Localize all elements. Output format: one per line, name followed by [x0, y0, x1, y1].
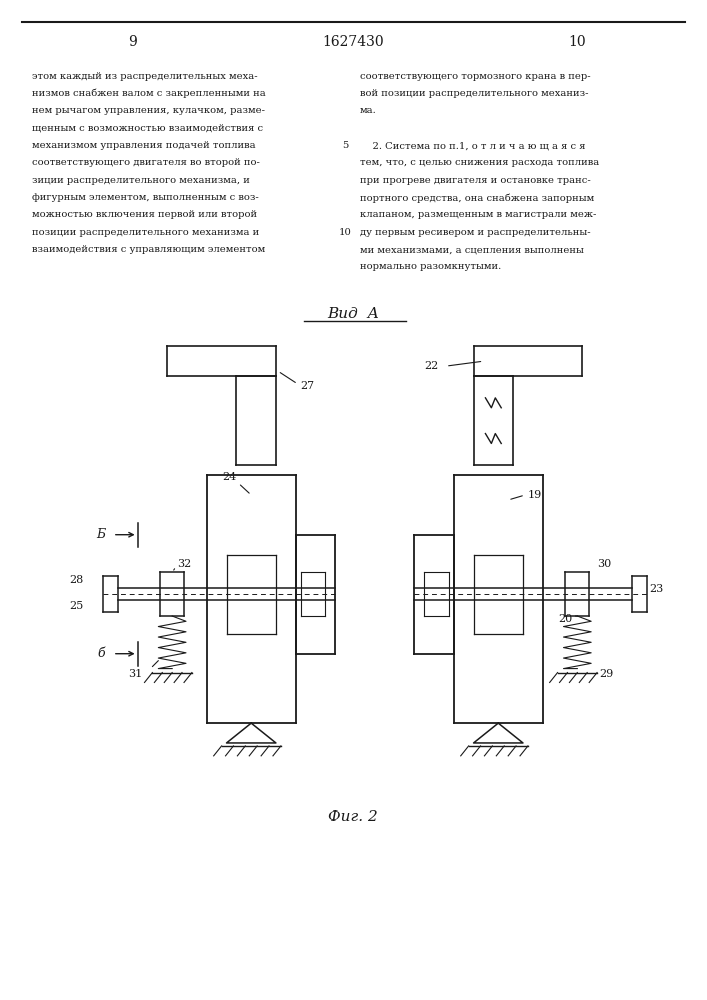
Text: 19: 19 — [528, 490, 542, 500]
Text: фигурным элементом, выполненным с воз-: фигурным элементом, выполненным с воз- — [32, 193, 259, 202]
Text: портного средства, она снабжена запорным: портного средства, она снабжена запорным — [360, 193, 594, 203]
Text: клапаном, размещенным в магистрали меж-: клапаном, размещенным в магистрали меж- — [360, 210, 596, 219]
Text: Б: Б — [96, 528, 105, 541]
Text: этом каждый из распределительных меха-: этом каждый из распределительных меха- — [32, 72, 257, 81]
Text: соответствующего двигателя во второй по-: соответствующего двигателя во второй по- — [32, 158, 259, 167]
Text: 24: 24 — [222, 472, 236, 482]
Text: соответствующего тормозного крана в пер-: соответствующего тормозного крана в пер- — [360, 72, 590, 81]
Text: 29: 29 — [599, 669, 613, 679]
Text: вой позиции распределительного механиз-: вой позиции распределительного механиз- — [360, 89, 588, 98]
Text: 28: 28 — [69, 575, 83, 585]
Text: 9: 9 — [128, 35, 137, 49]
Text: зиции распределительного механизма, и: зиции распределительного механизма, и — [32, 176, 250, 185]
Text: 31: 31 — [128, 669, 143, 679]
Text: нормально разомкнутыми.: нормально разомкнутыми. — [360, 262, 501, 271]
Text: 25: 25 — [69, 601, 83, 611]
Text: 22: 22 — [425, 361, 439, 371]
Text: 5: 5 — [342, 141, 349, 150]
Text: 2. Система по п.1, о т л и ч а ю щ а я с я: 2. Система по п.1, о т л и ч а ю щ а я с… — [360, 141, 585, 150]
Text: нем рычагом управления, кулачком, разме-: нем рычагом управления, кулачком, разме- — [32, 106, 265, 115]
Text: тем, что, с целью снижения расхода топлива: тем, что, с целью снижения расхода топли… — [360, 158, 599, 167]
Text: взаимодействия с управляющим элементом: взаимодействия с управляющим элементом — [32, 245, 265, 254]
Text: при прогреве двигателя и остановке транс-: при прогреве двигателя и остановке транс… — [360, 176, 590, 185]
Text: Фиг. 2: Фиг. 2 — [328, 810, 378, 824]
Text: низмов снабжен валом с закрепленными на: низмов снабжен валом с закрепленными на — [32, 89, 266, 98]
Text: б: б — [98, 647, 105, 660]
Text: 23: 23 — [650, 584, 664, 594]
Text: Вид  А: Вид А — [327, 307, 379, 321]
Text: 10: 10 — [339, 228, 351, 237]
Text: 32: 32 — [177, 559, 192, 569]
Text: 27: 27 — [300, 381, 315, 391]
Text: позиции распределительного механизма и: позиции распределительного механизма и — [32, 228, 259, 237]
Text: механизмом управления подачей топлива: механизмом управления подачей топлива — [32, 141, 255, 150]
Text: 30: 30 — [597, 559, 612, 569]
Text: ми механизмами, а сцепления выполнены: ми механизмами, а сцепления выполнены — [360, 245, 584, 254]
Text: 20: 20 — [558, 614, 573, 624]
Text: 1627430: 1627430 — [322, 35, 384, 49]
Text: ду первым ресивером и распределительны-: ду первым ресивером и распределительны- — [360, 228, 590, 237]
Text: ма.: ма. — [360, 106, 377, 115]
Text: щенным с возможностью взаимодействия с: щенным с возможностью взаимодействия с — [32, 124, 263, 133]
Text: можностью включения первой или второй: можностью включения первой или второй — [32, 210, 257, 219]
Text: 10: 10 — [568, 35, 586, 49]
